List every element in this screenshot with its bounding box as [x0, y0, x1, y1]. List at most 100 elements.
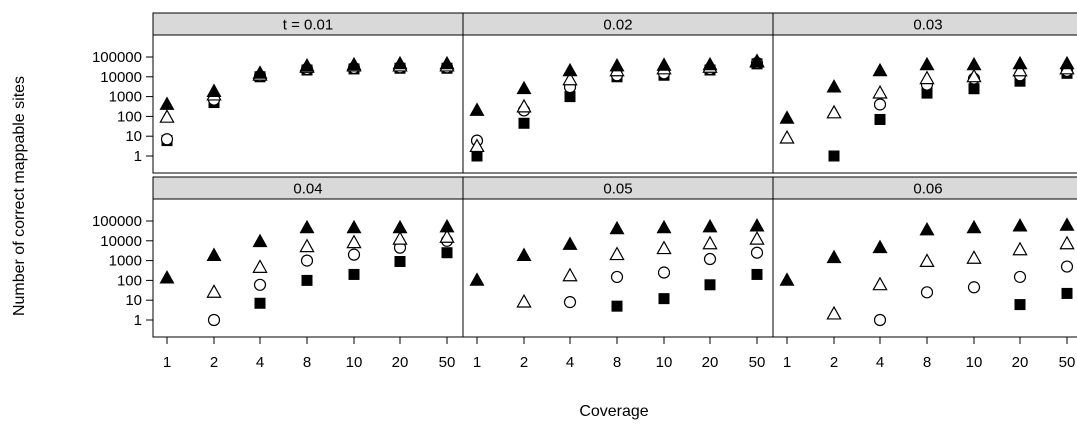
data-point-filled-triangle	[159, 270, 175, 284]
panels-layer: t = 0.01 0.02 0.03 0.04 0.05 0.06	[152, 12, 1077, 338]
data-point-open-triangle	[872, 84, 888, 99]
data-point-filled-triangle	[299, 58, 315, 72]
y-tick-label: 10000	[100, 69, 142, 86]
data-point-open-circle	[1013, 270, 1027, 284]
data-point-open-triangle	[469, 138, 485, 153]
data-point-open-triangle	[966, 68, 982, 83]
y-tick-label: 10	[125, 128, 142, 145]
data-point-filled-triangle	[439, 218, 455, 233]
data-point-open-triangle	[206, 284, 222, 298]
data-point-open-circle	[873, 98, 887, 111]
data-point-filled-triangle	[1059, 217, 1075, 231]
x-tick-label: 1	[783, 354, 791, 371]
data-point-filled-triangle	[1012, 55, 1028, 70]
data-point-filled-triangle	[516, 247, 532, 261]
data-point-filled-triangle	[779, 272, 795, 286]
x-tick-label: 4	[566, 354, 574, 371]
x-tick-label: 2	[210, 354, 218, 371]
data-point-open-circle	[920, 286, 934, 299]
panel-frame	[772, 198, 1077, 338]
data-point-open-circle	[563, 296, 577, 309]
data-point-filled-triangle	[749, 218, 765, 232]
data-point-filled-triangle	[609, 220, 625, 235]
panel-label: 0.03	[913, 17, 942, 34]
data-point-open-triangle	[299, 238, 315, 253]
data-point-filled-triangle	[872, 62, 888, 77]
data-point-filled-square	[1061, 287, 1073, 299]
data-point-filled-triangle	[656, 219, 672, 234]
data-point-filled-triangle	[562, 236, 578, 250]
data-point-filled-square	[394, 256, 406, 268]
y-tick-label: 10000	[100, 233, 142, 250]
data-point-open-triangle	[919, 253, 935, 268]
data-point-filled-triangle	[159, 96, 175, 110]
y-tick-label: 10	[125, 292, 142, 309]
y-tick-label: 100	[117, 272, 142, 289]
data-point-filled-square	[301, 274, 313, 286]
data-point-filled-square	[704, 279, 716, 291]
data-point-open-circle	[873, 313, 887, 327]
x-axis-title: Coverage	[579, 403, 648, 420]
data-point-filled-triangle	[346, 56, 362, 71]
data-point-filled-square	[1014, 299, 1026, 311]
data-point-filled-triangle	[346, 219, 362, 234]
data-point-filled-triangle	[1059, 55, 1075, 70]
data-point-filled-triangle	[826, 79, 842, 93]
data-point-open-triangle	[702, 235, 718, 250]
data-point-filled-triangle	[826, 249, 842, 264]
panel-label: 0.05	[603, 181, 632, 198]
data-point-open-triangle	[1012, 241, 1028, 256]
panel-label: 0.06	[913, 181, 942, 198]
data-point-filled-triangle	[779, 110, 795, 124]
data-point-open-circle	[610, 270, 624, 284]
panel-5: 0.05	[462, 176, 774, 338]
data-point-open-circle	[207, 313, 221, 327]
panel-frame	[152, 34, 464, 174]
data-point-filled-triangle	[206, 247, 222, 261]
data-point-filled-triangle	[562, 62, 578, 77]
data-point-open-triangle	[439, 229, 455, 243]
data-point-open-triangle	[826, 104, 842, 119]
data-point-open-triangle	[1012, 62, 1028, 77]
data-point-open-triangle	[159, 109, 175, 123]
data-point-open-triangle	[872, 276, 888, 291]
y-tick-label: 1	[134, 312, 142, 329]
x-tick-label: 50	[1059, 354, 1076, 371]
data-point-filled-square	[968, 83, 980, 95]
data-point-open-triangle	[516, 293, 532, 308]
data-point-open-circle	[1060, 260, 1074, 273]
data-point-filled-square	[471, 150, 483, 162]
x-tick-label: 2	[830, 354, 838, 371]
y-tick-label: 1000	[109, 253, 142, 270]
data-point-filled-triangle	[919, 56, 935, 71]
data-point-filled-triangle	[439, 55, 455, 70]
data-point-filled-square	[441, 247, 453, 259]
data-point-filled-triangle	[252, 233, 268, 248]
data-point-filled-triangle	[609, 58, 625, 72]
data-point-filled-triangle	[392, 55, 408, 70]
data-point-filled-triangle	[1012, 218, 1028, 232]
data-point-open-triangle	[392, 231, 408, 245]
data-point-filled-square	[254, 297, 266, 309]
y-tick-label: 100	[117, 108, 142, 125]
panel-frame	[152, 198, 464, 338]
x-tick-label: 50	[749, 354, 766, 371]
panel-3: 0.03	[772, 12, 1077, 174]
panel-2: 0.02	[462, 12, 774, 174]
panel-frame	[462, 198, 774, 338]
y-tick-label: 1	[134, 148, 142, 165]
data-point-open-triangle	[562, 71, 578, 86]
panel-frame	[772, 34, 1077, 174]
data-point-open-triangle	[562, 267, 578, 282]
panel-label: t = 0.01	[283, 17, 333, 34]
data-point-open-triangle	[919, 70, 935, 85]
data-point-filled-square	[518, 117, 530, 129]
x-tick-label: 10	[346, 354, 363, 371]
data-point-open-triangle	[609, 246, 625, 261]
x-tick-label: 10	[966, 354, 983, 371]
data-point-open-circle	[160, 133, 174, 146]
x-tick-label: 50	[439, 354, 456, 371]
panel-1: t = 0.01	[152, 12, 464, 174]
data-point-filled-triangle	[749, 53, 765, 67]
data-point-open-triangle	[656, 240, 672, 255]
